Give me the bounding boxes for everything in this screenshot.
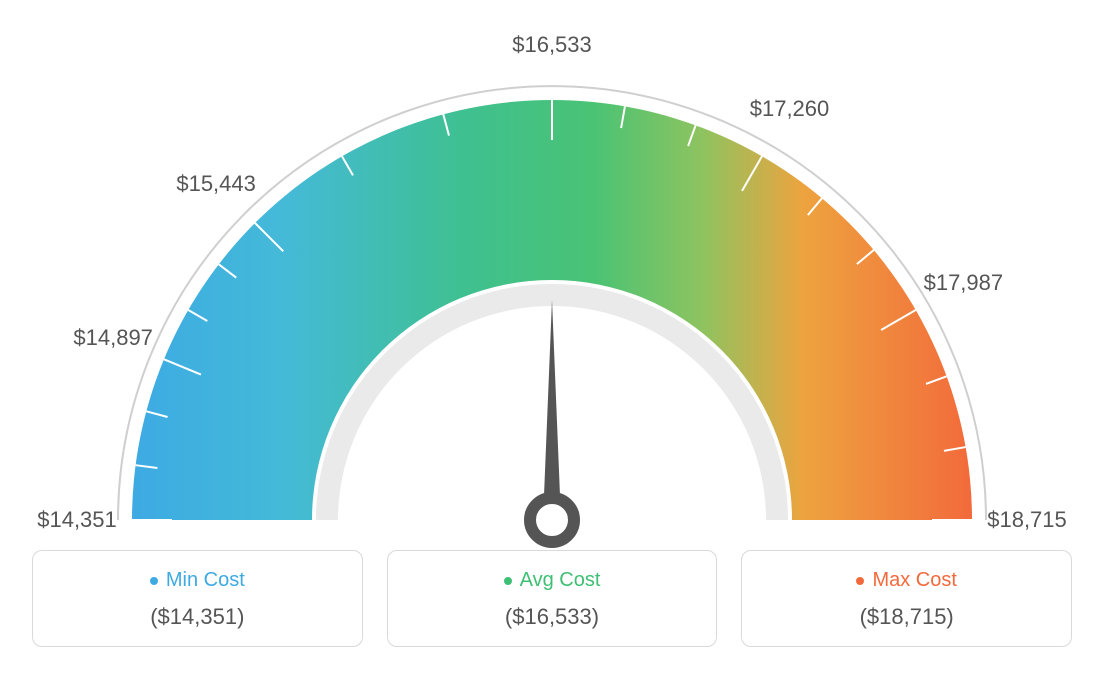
max-cost-title: Max Cost — [856, 569, 956, 592]
dot-icon — [856, 577, 864, 585]
gauge-area: $14,351 $14,897 $15,443 $16,533 $17,260 $17,9… — [22, 20, 1082, 560]
avg-cost-title: Avg Cost — [504, 569, 601, 592]
gauge-tick-label: $15,443 — [176, 171, 256, 197]
min-cost-label: Min Cost — [166, 569, 245, 592]
summary-cards: Min Cost ($14,351) Avg Cost ($16,533) Ma… — [32, 550, 1072, 647]
max-cost-card: Max Cost ($18,715) — [741, 550, 1072, 647]
min-cost-card: Min Cost ($14,351) — [32, 550, 363, 647]
gauge-tick-label: $17,260 — [750, 96, 830, 122]
dot-icon — [150, 577, 158, 585]
gauge-tick-label: $14,351 — [37, 507, 117, 533]
avg-cost-value: ($16,533) — [398, 604, 707, 630]
dot-icon — [504, 577, 512, 585]
max-cost-value: ($18,715) — [752, 604, 1061, 630]
min-cost-title: Min Cost — [150, 569, 245, 592]
gauge-tick-label: $18,715 — [987, 507, 1067, 533]
gauge-tick-label: $17,987 — [924, 270, 1004, 296]
avg-cost-label: Avg Cost — [520, 569, 601, 592]
cost-gauge-chart: $14,351 $14,897 $15,443 $16,533 $17,260 $17,9… — [0, 0, 1104, 690]
min-cost-value: ($14,351) — [43, 604, 352, 630]
gauge-tick-label: $16,533 — [512, 32, 592, 58]
max-cost-label: Max Cost — [872, 569, 956, 592]
gauge-tick-label: $14,897 — [73, 325, 153, 351]
avg-cost-card: Avg Cost ($16,533) — [387, 550, 718, 647]
